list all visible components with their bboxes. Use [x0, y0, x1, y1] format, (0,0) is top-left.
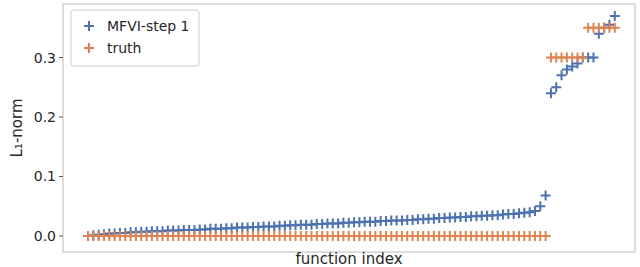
- point: [541, 191, 551, 201]
- y-tick-label: 0.2: [34, 109, 56, 125]
- point: [578, 53, 588, 63]
- legend-marker: [84, 21, 94, 31]
- legend: MFVI-step 1 truth: [71, 10, 199, 66]
- point: [557, 70, 567, 80]
- y-tick: [59, 57, 63, 58]
- point: [588, 53, 598, 63]
- point: [610, 23, 620, 33]
- point: [551, 82, 561, 92]
- point: [525, 207, 535, 217]
- point: [535, 201, 545, 211]
- y-tick-label: 0.3: [34, 50, 56, 66]
- x-axis-label: function index: [295, 250, 402, 267]
- legend-marker: [84, 43, 94, 53]
- legend-label: truth: [107, 40, 141, 56]
- point: [610, 11, 620, 21]
- chart: 0.0 0.1 0.2 0.3 function index L₁-norm MFVI-st…: [0, 0, 640, 267]
- y-tick-label: 0.0: [34, 228, 56, 244]
- y-tick-label: 0.1: [34, 168, 56, 184]
- y-axis-label: L₁-norm: [8, 99, 26, 158]
- point: [546, 88, 556, 98]
- plot-frame: [63, 4, 635, 252]
- y-tick: [59, 116, 63, 117]
- point: [530, 206, 540, 216]
- legend-label: MFVI-step 1: [107, 18, 190, 34]
- point: [578, 53, 588, 63]
- legend-box: [71, 10, 199, 66]
- y-tick: [59, 235, 63, 236]
- point: [541, 231, 551, 241]
- y-tick: [59, 176, 63, 177]
